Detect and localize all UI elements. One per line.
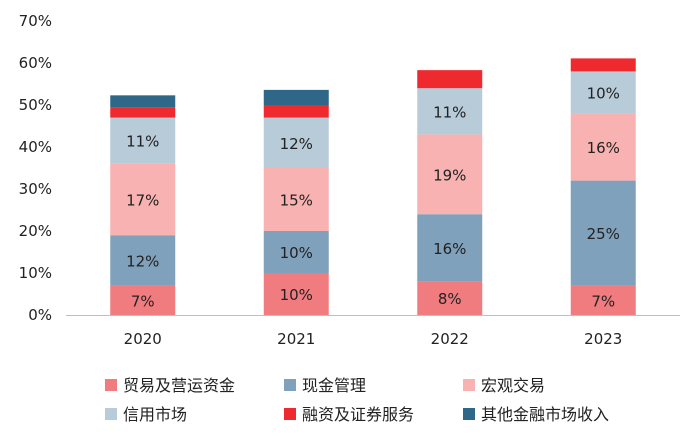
data-label: 11% <box>126 133 159 151</box>
legend-swatch <box>284 379 296 391</box>
y-tick-label: 30% <box>19 180 52 198</box>
legend-swatch <box>105 379 117 391</box>
bar-segment <box>263 231 329 273</box>
bar-segment <box>570 180 636 286</box>
bar-segment <box>417 134 483 215</box>
legend-label: 融资及证券服务 <box>302 405 414 424</box>
bar-segment <box>570 113 636 181</box>
legend-label: 现金管理 <box>302 376 366 395</box>
data-label: 11% <box>433 103 466 121</box>
y-tick-label: 0% <box>28 306 52 324</box>
data-label: 25% <box>587 225 620 243</box>
data-label: 10% <box>280 286 313 304</box>
legend-swatch <box>463 379 475 391</box>
bar-segment <box>263 105 329 118</box>
legend-label: 宏观交易 <box>481 376 545 395</box>
data-label: 16% <box>587 139 620 157</box>
y-tick-label: 70% <box>19 12 52 30</box>
bar-segment <box>110 235 176 286</box>
legend-swatch <box>105 408 117 420</box>
bars: 7% 12% 17% 11% 10% 10% 15% 12% 8% 16% 19% 11% 7% 25% 1… <box>110 58 636 315</box>
bar-segment <box>417 214 483 282</box>
x-axis: 2020 2021 2022 2023 <box>66 315 680 348</box>
bar-segment <box>263 168 329 231</box>
legend-label: 信用市场 <box>123 405 187 424</box>
data-label: 15% <box>280 192 313 210</box>
data-label: 17% <box>126 192 159 210</box>
data-label: 19% <box>433 166 466 184</box>
y-tick-label: 60% <box>19 54 52 72</box>
x-tick-label: 2021 <box>277 330 315 348</box>
bar-segment <box>263 89 329 105</box>
y-tick-label: 10% <box>19 264 52 282</box>
y-tick-label: 20% <box>19 222 52 240</box>
data-label: 7% <box>131 292 155 310</box>
data-label: 8% <box>438 290 462 308</box>
bar-segment <box>570 58 636 72</box>
bar-segment <box>110 285 176 315</box>
legend-label: 其他金融市场收入 <box>481 405 609 424</box>
bar-segment <box>110 95 176 108</box>
data-label: 10% <box>280 244 313 262</box>
data-label: 12% <box>280 135 313 153</box>
legend-swatch <box>463 408 475 420</box>
x-tick-label: 2023 <box>584 330 622 348</box>
bar-segment <box>417 70 483 89</box>
bar-segment <box>570 71 636 114</box>
x-tick-label: 2022 <box>431 330 469 348</box>
bar-segment <box>263 117 329 168</box>
legend-label: 贸易及营运资金 <box>123 376 235 395</box>
bar-segment <box>110 163 176 236</box>
bar-segment <box>417 281 483 315</box>
y-axis: 0% 10% 20% 30% 40% 50% 60% 70% <box>19 12 52 324</box>
bar-segment <box>110 107 176 118</box>
bar-segment <box>110 117 176 164</box>
y-tick-label: 50% <box>19 96 52 114</box>
x-tick-label: 2020 <box>124 330 162 348</box>
bar-segment <box>570 285 636 315</box>
data-label: 7% <box>591 292 615 310</box>
data-label: 10% <box>587 84 620 102</box>
legend-swatch <box>284 408 296 420</box>
data-label: 12% <box>126 252 159 270</box>
data-label: 16% <box>433 240 466 258</box>
bar-segment <box>263 273 329 315</box>
y-tick-label: 40% <box>19 138 52 156</box>
bar-segment <box>417 88 483 135</box>
